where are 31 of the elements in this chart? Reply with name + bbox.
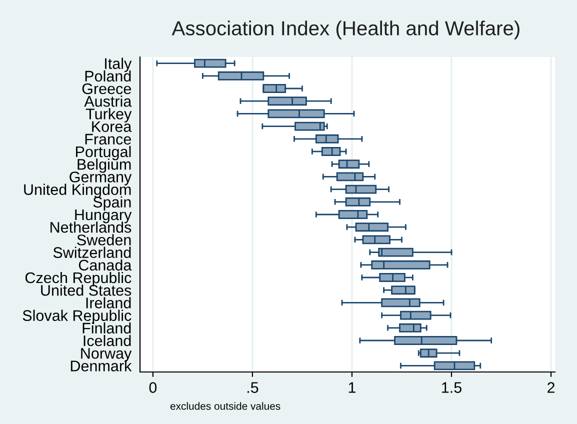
x-tick-label: 2 bbox=[548, 382, 554, 393]
y-tick-label: Portugal bbox=[76, 146, 131, 160]
chart-title: Association Index (Health and Welfare) bbox=[172, 20, 520, 40]
y-tick-label: Sweden bbox=[77, 234, 131, 246]
y-tick-label: Denmark bbox=[70, 360, 132, 372]
y-tick-label: Canada bbox=[78, 259, 132, 271]
y-tick-label: Austria bbox=[84, 96, 132, 107]
y-tick-label: France bbox=[85, 134, 131, 145]
y-tick-label: Italy bbox=[105, 58, 132, 72]
y-tick-label: Germany bbox=[70, 172, 132, 186]
x-tick-label: 1 bbox=[348, 382, 356, 393]
y-tick-label: Switzerland bbox=[53, 246, 131, 258]
y-tick-label: Korea bbox=[92, 121, 132, 132]
y-tick-label: Belgium bbox=[78, 158, 131, 173]
y-tick-label: Finland bbox=[82, 322, 131, 334]
x-tick-label: 0 bbox=[149, 382, 157, 393]
y-tick-label: United States bbox=[41, 284, 132, 296]
y-tick-label: Greece bbox=[82, 83, 131, 94]
x-tick-label: 1.5 bbox=[442, 382, 462, 393]
y-tick-label: Iceland bbox=[84, 334, 131, 346]
y-tick-label: United Kingdom bbox=[24, 184, 131, 198]
y-tick-label: Netherlands bbox=[50, 222, 132, 233]
y-tick-label: Hungary bbox=[75, 210, 132, 224]
y-tick-label: Norway bbox=[81, 348, 132, 362]
text: excludes outside values bbox=[170, 402, 280, 410]
y-tick-label: Turkey bbox=[86, 108, 132, 122]
y-tick-label: Poland bbox=[85, 70, 131, 82]
y-tick-label: Ireland bbox=[86, 297, 131, 308]
x-tick-label: .5 bbox=[247, 382, 258, 393]
y-tick-label: Spain bbox=[93, 196, 131, 211]
y-tick-label: Slovak Republic bbox=[22, 310, 132, 324]
